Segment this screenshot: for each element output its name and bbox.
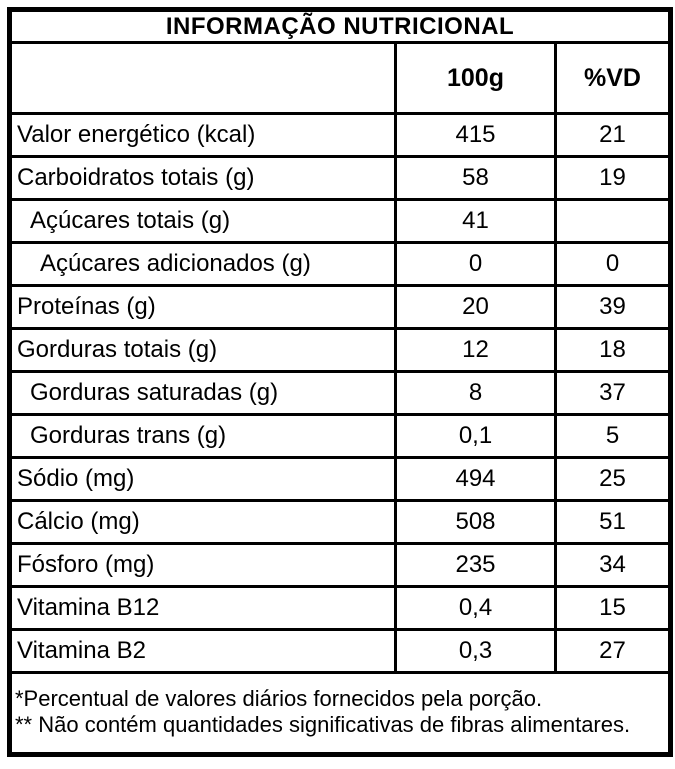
nutrient-daily-value: 34 [553, 542, 673, 588]
nutrient-label: Valor energético (kcal) [8, 112, 397, 158]
table-row: Proteínas (g) 20 39 [8, 284, 673, 330]
nutrient-label: Gorduras saturadas (g) [8, 370, 397, 416]
nutrient-amount: 8 [394, 370, 557, 416]
nutrient-daily-value: 25 [553, 456, 673, 502]
nutrient-label: Proteínas (g) [8, 284, 397, 330]
column-header-blank [8, 41, 397, 115]
column-header-amount: 100g [394, 41, 557, 115]
nutrient-label: Vitamina B12 [8, 585, 397, 631]
nutrient-amount: 415 [394, 112, 557, 158]
title-row: INFORMAÇÃO NUTRICIONAL [7, 8, 673, 44]
nutrition-table-body: Valor energético (kcal) 415 21 Carboidra… [8, 112, 673, 674]
nutrient-daily-value: 39 [553, 284, 673, 330]
column-header-dv: %VD [553, 41, 673, 115]
nutrient-amount: 508 [394, 499, 557, 545]
nutrition-table: INFORMAÇÃO NUTRICIONAL 100g %VD Valor en… [7, 7, 674, 757]
table-row: Vitamina B2 0,3 27 [8, 628, 673, 674]
nutrient-amount: 235 [394, 542, 557, 588]
nutrient-daily-value: 18 [553, 327, 673, 373]
table-row: Gorduras trans (g) 0,1 5 [8, 413, 673, 459]
nutrient-daily-value: 21 [553, 112, 673, 158]
nutrient-daily-value: 0 [553, 241, 673, 287]
nutrient-amount: 0,3 [394, 628, 557, 674]
table-row: Cálcio (mg) 508 51 [8, 499, 673, 545]
nutrient-label: Sódio (mg) [8, 456, 397, 502]
nutrient-daily-value: 27 [553, 628, 673, 674]
nutrient-daily-value: 37 [553, 370, 673, 416]
table-row: Valor energético (kcal) 415 21 [8, 112, 673, 158]
nutrient-daily-value: 5 [553, 413, 673, 459]
table-row: Gorduras saturadas (g) 8 37 [8, 370, 673, 416]
nutrient-amount: 0 [394, 241, 557, 287]
nutrient-amount: 41 [394, 198, 557, 244]
nutrient-amount: 494 [394, 456, 557, 502]
nutrient-label: Carboidratos totais (g) [8, 155, 397, 201]
footer-row: *Percentual de valores diários fornecido… [7, 671, 673, 756]
nutrient-label: Gorduras trans (g) [8, 413, 397, 459]
table-row: Carboidratos totais (g) 58 19 [8, 155, 673, 201]
nutrient-label: Açúcares adicionados (g) [8, 241, 397, 287]
nutrient-label: Fósforo (mg) [8, 542, 397, 588]
column-header-row: 100g %VD [8, 41, 673, 115]
nutrient-amount: 0,4 [394, 585, 557, 631]
table-row: Vitamina B12 0,4 15 [8, 585, 673, 631]
table-row: Gorduras totais (g) 12 18 [8, 327, 673, 373]
nutrient-daily-value: 51 [553, 499, 673, 545]
nutrient-amount: 0,1 [394, 413, 557, 459]
nutrient-daily-value: 19 [553, 155, 673, 201]
table-title: INFORMAÇÃO NUTRICIONAL [7, 8, 673, 44]
table-row: Fósforo (mg) 235 34 [8, 542, 673, 588]
nutrient-label: Gorduras totais (g) [8, 327, 397, 373]
nutrient-label: Cálcio (mg) [8, 499, 397, 545]
footnotes-cell: *Percentual de valores diários fornecido… [7, 671, 673, 756]
nutrient-label: Açúcares totais (g) [8, 198, 397, 244]
nutrient-amount: 58 [394, 155, 557, 201]
nutrient-daily-value [553, 198, 673, 244]
table-row: Açúcares totais (g) 41 [8, 198, 673, 244]
nutrient-daily-value: 15 [553, 585, 673, 631]
nutrient-label: Vitamina B2 [8, 628, 397, 674]
nutrient-amount: 12 [394, 327, 557, 373]
table-row: Açúcares adicionados (g) 0 0 [8, 241, 673, 287]
nutrient-amount: 20 [394, 284, 557, 330]
footnote-daily-values: *Percentual de valores diários fornecido… [15, 685, 543, 711]
footnote-fibers: ** Não contém quantidades significativas… [15, 712, 631, 737]
table-row: Sódio (mg) 494 25 [8, 456, 673, 502]
